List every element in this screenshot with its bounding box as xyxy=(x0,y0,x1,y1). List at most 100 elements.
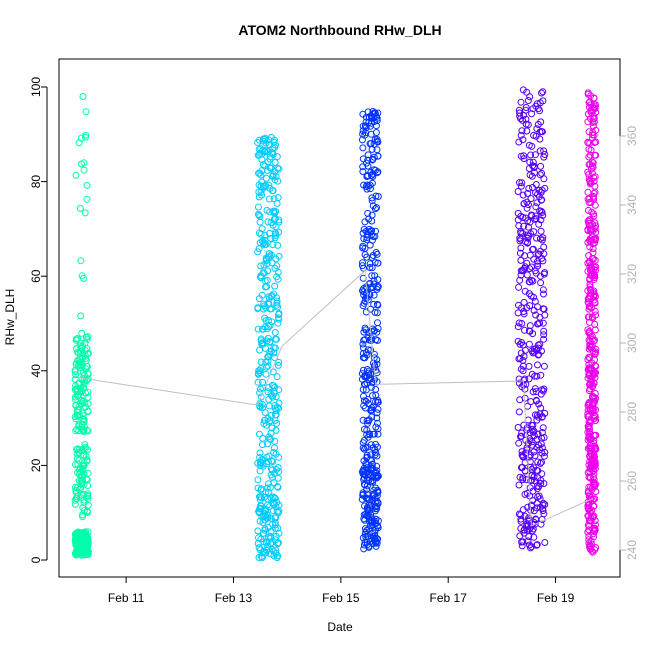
data-point xyxy=(273,301,281,309)
data-point xyxy=(265,396,273,403)
data-point xyxy=(526,278,534,286)
data-point xyxy=(533,485,541,493)
data-point xyxy=(371,470,379,477)
data-point xyxy=(522,104,530,111)
data-point xyxy=(80,274,87,282)
data-point xyxy=(363,379,371,387)
data-point xyxy=(588,272,596,280)
data-point xyxy=(257,502,265,510)
y-tick-label: 100 xyxy=(29,77,43,97)
data-point xyxy=(273,554,281,562)
data-point xyxy=(585,433,593,441)
data-point xyxy=(271,494,279,502)
data-point xyxy=(75,456,83,464)
data-point xyxy=(524,537,532,545)
data-point xyxy=(255,430,263,438)
data-point xyxy=(274,319,282,327)
data-point xyxy=(584,188,592,196)
data-point xyxy=(514,188,522,195)
data-point xyxy=(586,160,594,168)
data-point xyxy=(514,309,522,317)
secondary-tick-label: 240 xyxy=(625,540,639,560)
data-point xyxy=(83,551,91,558)
data-point xyxy=(516,234,524,242)
data-point xyxy=(257,385,264,393)
data-point xyxy=(529,388,537,396)
y-tick-label: 0 xyxy=(29,556,43,563)
data-point xyxy=(264,300,272,307)
data-point xyxy=(521,375,529,383)
data-point xyxy=(360,474,368,482)
data-point xyxy=(257,145,265,153)
data-point xyxy=(520,526,528,534)
data-point xyxy=(585,252,593,260)
data-point xyxy=(537,440,545,448)
data-point xyxy=(256,273,264,281)
data-point xyxy=(529,277,537,285)
data-point xyxy=(587,509,595,517)
data-point xyxy=(373,452,381,460)
data-point xyxy=(520,266,528,274)
data-point xyxy=(261,323,269,331)
data-point xyxy=(540,452,548,460)
data-point xyxy=(589,514,597,522)
y-tick-label: 40 xyxy=(29,364,43,378)
data-point xyxy=(274,464,282,471)
data-point xyxy=(592,417,600,424)
data-point xyxy=(368,197,376,205)
data-point xyxy=(271,344,279,352)
data-point xyxy=(526,251,534,259)
data-point xyxy=(73,533,81,541)
data-point xyxy=(534,190,542,198)
data-point xyxy=(263,484,271,492)
data-point xyxy=(361,381,369,389)
data-point xyxy=(373,137,381,145)
data-point xyxy=(265,317,272,324)
data-point xyxy=(539,257,547,265)
data-point xyxy=(371,451,379,459)
data-point xyxy=(273,153,281,161)
data-point xyxy=(590,190,598,197)
data-point xyxy=(538,386,546,394)
data-point xyxy=(534,320,541,328)
secondary-tick-label: 360 xyxy=(625,126,639,146)
data-point xyxy=(261,162,269,170)
points-layer xyxy=(71,86,600,562)
data-point xyxy=(266,155,274,163)
data-point xyxy=(82,108,90,116)
data-point xyxy=(273,200,281,207)
data-point xyxy=(77,388,85,396)
data-point xyxy=(271,329,279,336)
data-point xyxy=(374,284,382,291)
data-point xyxy=(533,482,541,490)
data-point xyxy=(372,423,380,431)
data-point xyxy=(537,196,545,204)
data-point xyxy=(515,408,523,416)
data-point xyxy=(534,467,542,475)
data-point xyxy=(584,238,592,246)
data-point xyxy=(254,139,262,146)
data-point xyxy=(258,178,266,186)
data-point xyxy=(71,536,79,544)
data-point xyxy=(84,508,91,516)
data-point xyxy=(75,139,83,147)
data-point xyxy=(525,362,533,370)
data-point xyxy=(534,260,542,268)
data-point xyxy=(359,444,367,452)
data-point xyxy=(587,165,595,173)
data-point xyxy=(537,216,545,224)
data-point xyxy=(362,349,370,357)
data-point xyxy=(260,269,268,277)
data-point xyxy=(77,548,85,556)
data-point xyxy=(534,493,542,501)
data-point xyxy=(591,326,599,334)
data-point xyxy=(585,153,593,161)
data-point xyxy=(586,178,594,186)
data-point xyxy=(82,389,90,397)
data-point xyxy=(264,334,272,342)
data-point xyxy=(538,458,545,466)
data-point xyxy=(269,368,277,376)
data-point xyxy=(260,300,268,308)
data-point xyxy=(370,109,378,117)
data-point xyxy=(530,348,538,356)
